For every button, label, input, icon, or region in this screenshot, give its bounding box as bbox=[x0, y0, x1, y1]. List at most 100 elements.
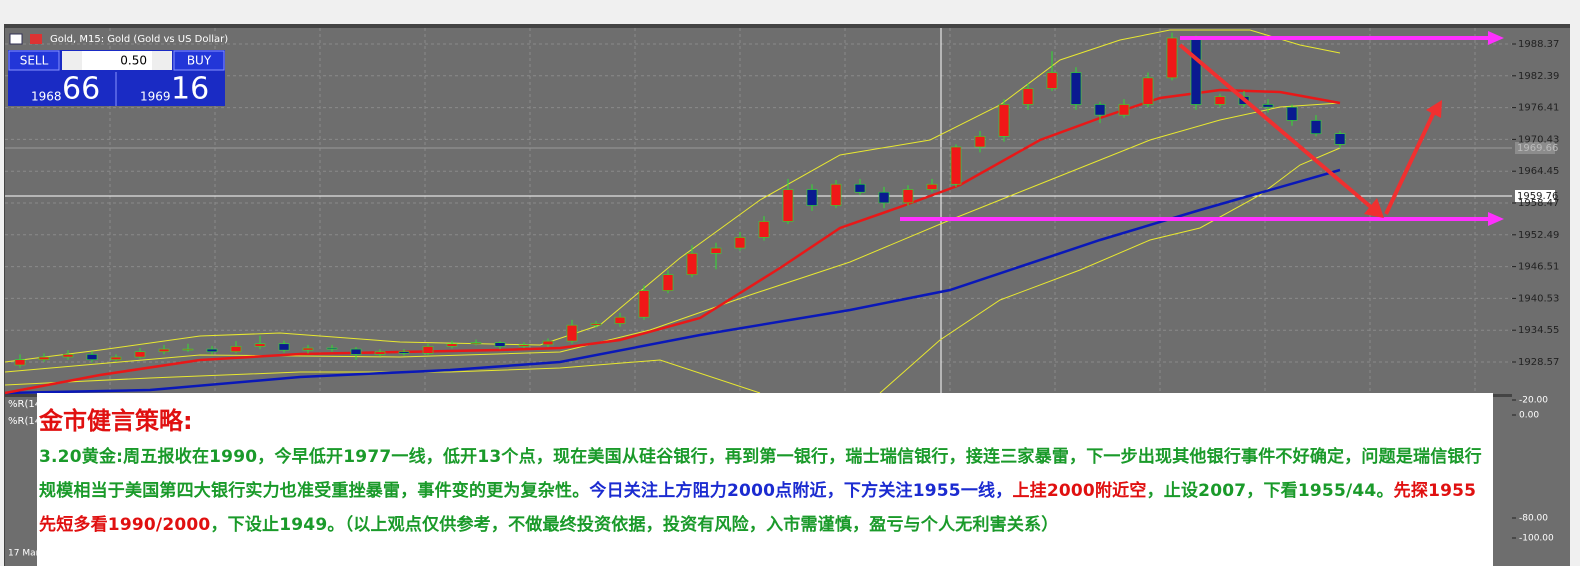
candle-body bbox=[1190, 37, 1202, 105]
candle-body bbox=[902, 189, 914, 204]
date-label: 17 Mar 2 bbox=[8, 549, 48, 559]
price-tick-label: 1934.55 bbox=[1518, 325, 1559, 336]
price-tick-label: 1976.41 bbox=[1518, 103, 1559, 114]
buy-button[interactable] bbox=[173, 50, 225, 71]
candle-body bbox=[518, 344, 530, 347]
note-title: 金市健言策略: bbox=[39, 407, 193, 435]
down-arrow bbox=[1178, 43, 1374, 210]
candle-body bbox=[422, 346, 434, 354]
note-segment: ，止设2007，下看1955/44。 bbox=[1146, 481, 1394, 501]
candle-body bbox=[470, 342, 482, 345]
buy-label: BUY bbox=[187, 54, 212, 68]
chart-area bbox=[5, 28, 1512, 394]
band-lower bbox=[4, 359, 761, 394]
candle-body bbox=[14, 359, 26, 366]
price-tick-label: 1964.45 bbox=[1518, 166, 1559, 177]
candle-body bbox=[1286, 106, 1298, 121]
candle-body bbox=[302, 347, 314, 351]
candle-body bbox=[1046, 72, 1058, 89]
current-price: 1969.66 bbox=[1517, 143, 1558, 154]
candle-body bbox=[134, 351, 146, 358]
candle-body bbox=[998, 104, 1010, 137]
candle-body bbox=[326, 347, 338, 350]
candle-body bbox=[494, 342, 506, 347]
current-price-box bbox=[1515, 142, 1555, 154]
arrow-head bbox=[1364, 198, 1384, 218]
candle-body bbox=[1166, 37, 1178, 79]
up-arrow bbox=[1384, 111, 1436, 215]
sell-label: SELL bbox=[20, 54, 49, 68]
candle-body bbox=[1214, 96, 1226, 105]
lot-input[interactable] bbox=[82, 51, 152, 70]
candle-body bbox=[38, 356, 50, 361]
ma-fast bbox=[4, 88, 1341, 395]
candle-body bbox=[62, 354, 74, 358]
bid-prefix: 1968 bbox=[31, 90, 62, 104]
band-middle bbox=[4, 102, 1341, 373]
candle-body bbox=[230, 346, 242, 353]
indicator-tick-label: -20.00 bbox=[1519, 396, 1548, 406]
arrow-head bbox=[1488, 212, 1504, 226]
candle-body bbox=[830, 183, 842, 206]
price-tick-label: 1952.49 bbox=[1518, 230, 1559, 241]
candle-body bbox=[254, 343, 266, 347]
candle-body bbox=[614, 316, 626, 324]
cross-price: 1959.76 bbox=[1517, 191, 1558, 202]
candle-body bbox=[182, 348, 194, 351]
candle-body bbox=[974, 136, 986, 148]
price-tick-label: 1970.43 bbox=[1518, 134, 1559, 145]
candle-body bbox=[86, 354, 98, 361]
indicator-tick-label: -100.00 bbox=[1519, 534, 1554, 544]
lot-down[interactable] bbox=[62, 51, 82, 70]
note-segment: 今日关注上方阻力2000点附近，下方关注1955一线， bbox=[589, 481, 1013, 501]
candle-body bbox=[566, 324, 578, 342]
candle-body bbox=[758, 221, 770, 238]
icon bbox=[30, 34, 42, 44]
candle-body bbox=[446, 343, 458, 347]
candle-body bbox=[686, 253, 698, 275]
indicator-name: %R(14) bbox=[8, 416, 45, 427]
bid-pips: 66 bbox=[62, 72, 100, 107]
note-segment: 先探1955先短多看1990/2000 bbox=[39, 481, 1477, 535]
candle-body bbox=[110, 356, 122, 361]
candle-body bbox=[158, 348, 170, 353]
indicator-tick-label: -80.00 bbox=[1519, 514, 1548, 524]
candles bbox=[14, 32, 1346, 368]
indicator-name: %R(14) bbox=[8, 399, 45, 410]
indicator-tick-label: 0.00 bbox=[1519, 411, 1539, 421]
candle-body bbox=[950, 146, 962, 185]
candle-body bbox=[782, 189, 794, 222]
window-title: Gold, M15: Gold (Gold vs US Dollar) bbox=[50, 34, 228, 45]
candle-body bbox=[854, 183, 866, 193]
candle-body bbox=[806, 189, 818, 206]
price-tick-label: 1958.47 bbox=[1518, 198, 1559, 209]
candle-body bbox=[206, 348, 218, 353]
candle-body bbox=[1022, 88, 1034, 105]
note-segment: 上挂2000附近空 bbox=[1012, 481, 1147, 501]
candle-body bbox=[710, 247, 722, 254]
ma-slow bbox=[4, 168, 1341, 395]
note-body: 3.20黄金:周五报收在1990，今早低开1977一线，低开13个点，现在美国从… bbox=[39, 440, 1491, 542]
candle-body bbox=[278, 343, 290, 351]
candle-body bbox=[374, 351, 386, 355]
strategy-note: 金市健言策略: 3.20黄金:周五报收在1990，今早低开1977一线，低开13… bbox=[37, 393, 1493, 566]
note-segment: ，下设止1949。（以上观点仅供参考，不做最终投资依据，投资有风险，入市需谨慎，… bbox=[210, 515, 1059, 535]
arrow-head bbox=[1426, 100, 1442, 118]
note-segment: 3.20黄金:周五报收在1990，今早低开1977一线，低开13个点，现在美国从… bbox=[39, 447, 1482, 501]
ask-prefix: 1969 bbox=[140, 90, 171, 104]
candle-body bbox=[1142, 77, 1154, 105]
price-tick-label: 1982.39 bbox=[1518, 71, 1559, 82]
band-lower bbox=[879, 147, 1341, 394]
candle-body bbox=[878, 191, 890, 204]
candle-body bbox=[1334, 133, 1346, 145]
candle-body bbox=[542, 340, 554, 346]
icon bbox=[9, 33, 23, 45]
candle-body bbox=[734, 237, 746, 249]
sell-button[interactable] bbox=[8, 50, 60, 71]
lot-up[interactable] bbox=[152, 51, 172, 70]
candle-body bbox=[350, 348, 362, 355]
candle-body bbox=[590, 323, 602, 326]
lot-value: 0.50 bbox=[120, 54, 147, 68]
price-tick-label: 1928.57 bbox=[1518, 357, 1559, 368]
